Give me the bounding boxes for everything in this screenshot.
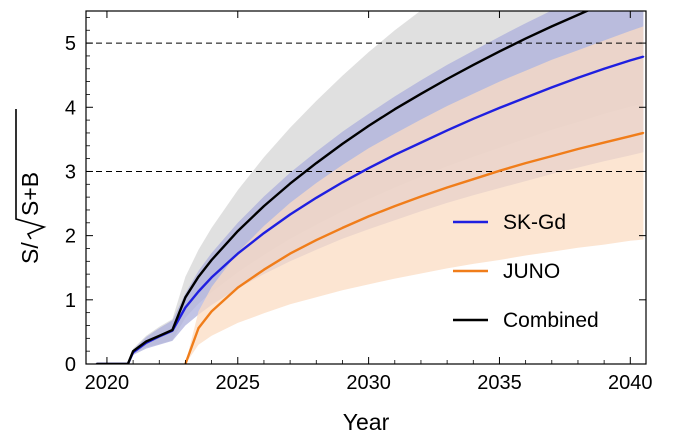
- plot-frame: [85, 10, 647, 365]
- juno-band: [185, 26, 644, 364]
- y-axis-title-prefix: S/: [17, 242, 43, 264]
- sk-gd-point: [236, 252, 239, 255]
- sk-gd-point: [524, 96, 527, 99]
- juno-point: [210, 310, 213, 313]
- combined-point: [393, 108, 396, 111]
- juno-point: [524, 162, 527, 165]
- juno-point: [446, 186, 448, 189]
- series-lines: [95, 2, 645, 364]
- sk-gd-point: [289, 213, 291, 216]
- combined-point: [498, 50, 501, 53]
- combined-point: [236, 230, 239, 233]
- axis-ticks: 2020 2025 2030 2035 2040 0 1 2 3 4 5: [65, 11, 653, 394]
- sk-gd-point: [642, 55, 645, 58]
- combined-point: [367, 125, 370, 127]
- combined-point: [550, 25, 553, 28]
- combined-point: [420, 92, 422, 95]
- combined-point: [446, 78, 448, 80]
- y-tick-label: 3: [65, 161, 76, 183]
- combined-point: [603, 2, 605, 4]
- x-tick-label: 2035: [477, 372, 522, 394]
- sk-gd-point: [472, 117, 475, 120]
- combined-legend-label: Combined: [503, 309, 599, 332]
- juno-point: [393, 205, 396, 208]
- combined-point: [197, 275, 200, 278]
- juno-point: [420, 195, 422, 198]
- juno-point: [367, 215, 370, 218]
- y-tick-label: 4: [65, 97, 76, 119]
- y-axis-title: S/ S+B: [15, 109, 47, 264]
- sk-gd-point: [315, 196, 318, 199]
- confidence-bands: [96, 11, 644, 364]
- combined-point: [577, 14, 579, 16]
- sk-gd-point: [341, 181, 344, 184]
- juno-point: [472, 178, 475, 181]
- juno-point: [263, 268, 265, 271]
- sk-gd-point: [550, 86, 553, 89]
- juno-point: [236, 286, 239, 289]
- reference-lines: [86, 42, 646, 172]
- x-tick-label: 2030: [346, 372, 391, 394]
- juno-point: [629, 135, 632, 138]
- x-tick-label: 2025: [216, 372, 261, 394]
- juno-point: [603, 141, 605, 144]
- combined-line: [96, 11, 590, 364]
- sk-gd-point: [446, 129, 448, 132]
- sk-gd-point: [184, 306, 187, 309]
- combined-point: [524, 37, 527, 40]
- y-axis-radical-sign: [15, 109, 47, 240]
- y-axis-title-radicand: S+B: [17, 172, 43, 216]
- sk-gd-point: [210, 276, 213, 279]
- sk-gd-point: [603, 67, 605, 70]
- sk-gd-point: [498, 107, 501, 109]
- combined-point: [315, 162, 318, 165]
- combined-point: [210, 259, 213, 261]
- y-tick-label: 5: [65, 33, 76, 55]
- combined-point: [171, 329, 174, 331]
- juno-point: [577, 148, 579, 150]
- sk-gd-point: [629, 59, 632, 62]
- y-tick-label: 1: [65, 290, 76, 312]
- juno-point: [315, 239, 318, 242]
- sk-gd-point: [263, 232, 265, 235]
- y-tick-label: 0: [65, 354, 76, 376]
- sk-gd-point: [420, 141, 422, 144]
- sk-gd-point: [577, 76, 579, 79]
- sk-gd-point: [393, 153, 396, 156]
- combined-point: [472, 64, 475, 66]
- juno-legend-label: JUNO: [503, 260, 560, 283]
- x-tick-label: 2040: [608, 372, 653, 394]
- combined-point: [132, 350, 135, 353]
- y-tick-label: 2: [65, 226, 76, 248]
- sk-gd-legend-label: SK-Gd: [503, 211, 566, 234]
- juno-point: [550, 155, 553, 158]
- x-tick-label: 2020: [85, 372, 130, 394]
- combined-point: [263, 205, 265, 208]
- legend: SK-Gd JUNO Combined: [453, 211, 599, 332]
- juno-line: [184, 131, 644, 364]
- juno-point: [341, 227, 344, 229]
- sk-gd-point: [197, 290, 200, 293]
- combined-point: [158, 334, 161, 337]
- combined-point: [145, 340, 148, 343]
- combined-point: [289, 182, 291, 185]
- x-axis-title: Year: [343, 409, 390, 435]
- combined-point: [341, 143, 344, 145]
- juno-point: [642, 132, 645, 134]
- juno-point: [197, 327, 200, 329]
- sk-gd-point: [367, 167, 370, 170]
- juno-point: [498, 169, 501, 172]
- juno-point: [289, 252, 291, 255]
- combined-point: [184, 296, 187, 299]
